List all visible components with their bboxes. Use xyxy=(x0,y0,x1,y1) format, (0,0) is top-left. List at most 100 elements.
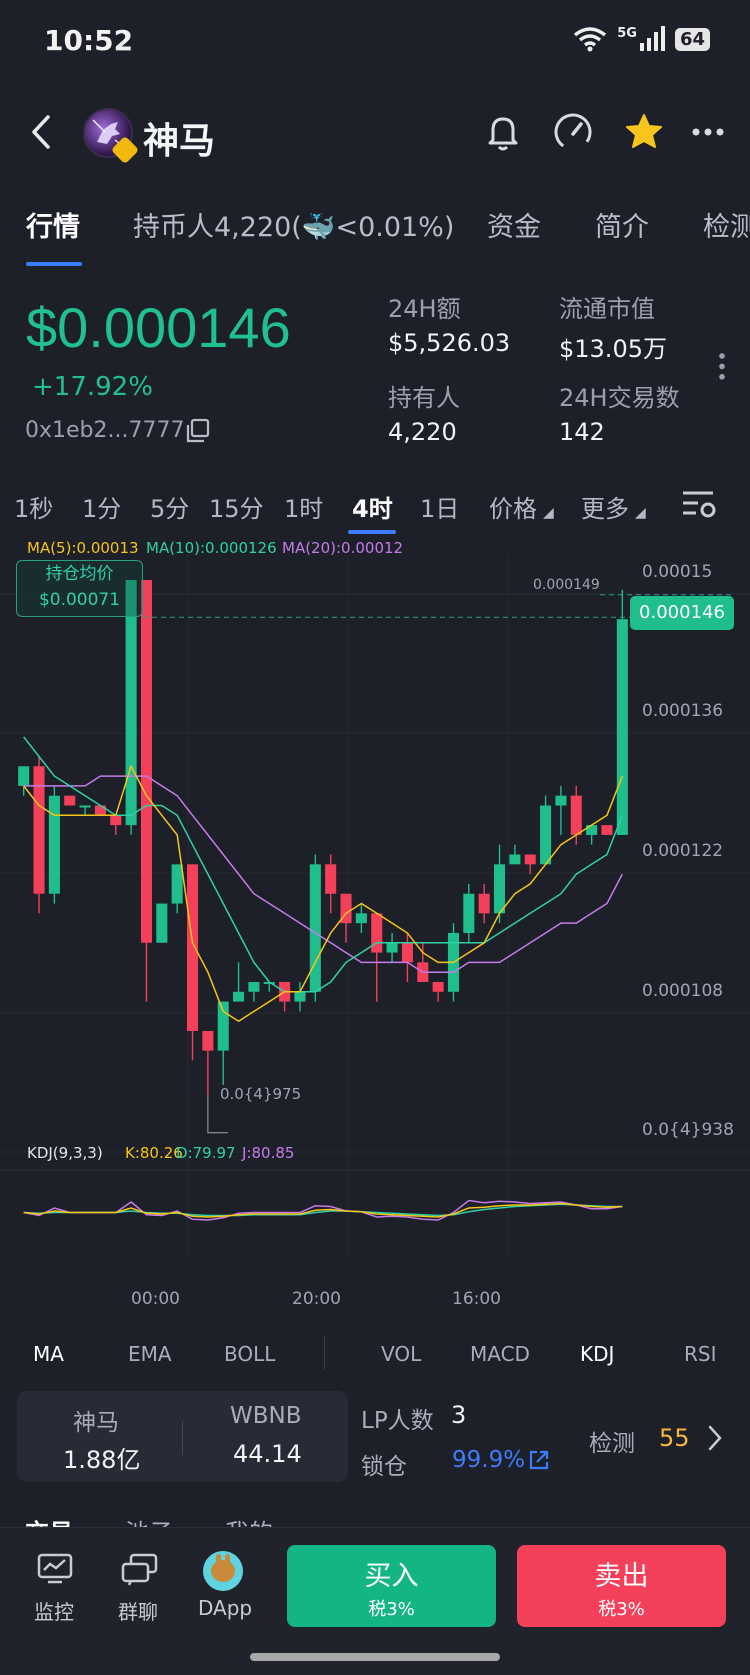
candle-body xyxy=(110,815,122,826)
nav-dapp-label[interactable]: DApp xyxy=(198,1596,253,1620)
avg-cost-value: $0.00071 xyxy=(38,590,121,610)
kdj-label: KDJ(9,3,3) xyxy=(27,1144,103,1162)
candle-body xyxy=(616,619,628,835)
indicator-kdj[interactable]: KDJ xyxy=(580,1342,615,1366)
tab-intro[interactable]: 简介 xyxy=(595,212,649,243)
candle-body xyxy=(509,854,521,865)
indicator-vol[interactable]: VOL xyxy=(381,1342,422,1366)
low-marker-pointer xyxy=(207,1094,228,1134)
ma20-line xyxy=(23,775,623,973)
buy-button[interactable]: 买入 税3% xyxy=(287,1545,496,1627)
candle-body xyxy=(171,864,183,904)
external-link-icon[interactable] xyxy=(527,1448,551,1472)
speedometer-icon[interactable] xyxy=(551,110,595,154)
candle-body xyxy=(94,805,106,816)
timeframe-1m[interactable]: 1分 xyxy=(82,495,122,523)
timeframe-1h[interactable]: 1时 xyxy=(284,495,324,523)
more-menu[interactable]: 更多 ◢ xyxy=(581,489,646,524)
price-chart[interactable] xyxy=(0,555,750,1285)
stat-volume: $5,526.03 xyxy=(388,329,511,357)
x-tick-label: 00:00 xyxy=(131,1289,180,1309)
lock-label: 锁仓 xyxy=(361,1454,407,1480)
indicator-ema[interactable]: EMA xyxy=(128,1342,172,1366)
candle-body xyxy=(540,805,552,865)
chart-markers xyxy=(143,594,735,1134)
chat-icon[interactable] xyxy=(121,1553,159,1587)
tab-check[interactable]: 检测 xyxy=(703,212,750,243)
candle-body xyxy=(371,913,383,953)
tab-holders[interactable]: 持币人4,220(🐳<0.01%) xyxy=(133,212,455,243)
network-label: 5G xyxy=(617,25,637,41)
lock-value[interactable]: 99.9% xyxy=(452,1447,526,1473)
chevron-right-icon[interactable] xyxy=(705,1423,725,1453)
pool-token-b-label: WBNB xyxy=(230,1403,302,1429)
low-marker-label: 0.0{4}975 xyxy=(220,1085,302,1103)
timeframe-1s[interactable]: 1秒 xyxy=(14,495,54,523)
candle-body xyxy=(325,864,337,894)
candle-body xyxy=(401,942,413,963)
home-indicator[interactable] xyxy=(250,1653,500,1661)
candle-body xyxy=(125,580,137,826)
pool-token-b-amount: 44.14 xyxy=(233,1440,302,1468)
nav-chat-label[interactable]: 群聊 xyxy=(118,1600,158,1624)
candle-body xyxy=(355,913,367,924)
legend-ma5: MA(5):0.00013 xyxy=(27,539,139,557)
status-time: 10:52 xyxy=(44,24,134,57)
candle-body xyxy=(217,1001,229,1051)
more-options-icon[interactable] xyxy=(688,110,732,154)
check-label[interactable]: 检测 xyxy=(589,1431,635,1457)
kdj-lines xyxy=(23,1199,623,1221)
high-marker-label: 0.000149 xyxy=(533,577,600,593)
coin-avatar xyxy=(83,108,133,158)
price-menu-label: 价格 xyxy=(489,495,537,523)
avg-cost-label: 持仓均价 xyxy=(45,564,114,584)
y-tick-label: 0.000122 xyxy=(642,841,724,861)
stat-tx: 142 xyxy=(559,418,605,446)
monitor-icon[interactable] xyxy=(37,1553,73,1585)
candle-body xyxy=(570,795,582,835)
timeframe-5m[interactable]: 5分 xyxy=(150,495,190,523)
pool-token-a-amount: 1.88亿 xyxy=(63,1446,141,1474)
copy-icon[interactable] xyxy=(184,417,212,445)
stat-holders-label: 持有人 xyxy=(388,384,460,412)
star-favorite-icon[interactable] xyxy=(622,110,666,154)
check-score[interactable]: 55 xyxy=(659,1424,690,1452)
stat-mcap: $13.05万 xyxy=(559,335,667,363)
candle-body xyxy=(555,795,567,806)
kdj-k: K:80.26 xyxy=(125,1144,183,1162)
bell-icon[interactable] xyxy=(481,110,525,154)
status-icons: 5G 64 xyxy=(573,26,710,52)
indicator-boll[interactable]: BOLL xyxy=(224,1342,276,1366)
candle-body xyxy=(48,795,60,894)
timeframe-1d[interactable]: 1日 xyxy=(420,495,460,523)
candle-body xyxy=(601,825,613,835)
candle-body xyxy=(233,991,245,1002)
stats-more-icon[interactable] xyxy=(718,348,726,388)
y-tick-label: 0.000136 xyxy=(642,701,724,721)
indicator-ma[interactable]: MA xyxy=(33,1342,64,1366)
chart-grid xyxy=(0,555,750,1255)
battery-icon: 64 xyxy=(674,27,710,51)
tab-market[interactable]: 行情 xyxy=(26,212,80,243)
candle-body xyxy=(586,825,598,835)
sell-button[interactable]: 卖出 税3% xyxy=(517,1545,726,1627)
price-menu[interactable]: 价格 ◢ xyxy=(489,489,554,524)
candle-body xyxy=(432,981,444,992)
stat-mcap-label: 流通市值 xyxy=(559,295,655,323)
candle-body xyxy=(64,795,76,806)
caret-down-icon: ◢ xyxy=(543,505,554,521)
ma10-line xyxy=(23,736,623,993)
x-tick-label: 16:00 xyxy=(452,1289,501,1309)
timeframe-4h[interactable]: 4时 xyxy=(352,495,393,523)
dapp-icon[interactable] xyxy=(203,1551,243,1591)
kdj-d: D:79.97 xyxy=(176,1144,236,1162)
nav-monitor-label[interactable]: 监控 xyxy=(34,1600,74,1624)
timeframe-15m[interactable]: 15分 xyxy=(209,495,264,523)
legend-ma20: MA(20):0.00012 xyxy=(282,539,404,557)
indicator-rsi[interactable]: RSI xyxy=(684,1342,717,1366)
candle-body xyxy=(202,1030,214,1051)
back-icon[interactable] xyxy=(26,112,56,152)
indicator-macd[interactable]: MACD xyxy=(470,1342,530,1366)
chart-settings-icon[interactable] xyxy=(680,488,718,522)
tab-funds[interactable]: 资金 xyxy=(487,212,541,243)
